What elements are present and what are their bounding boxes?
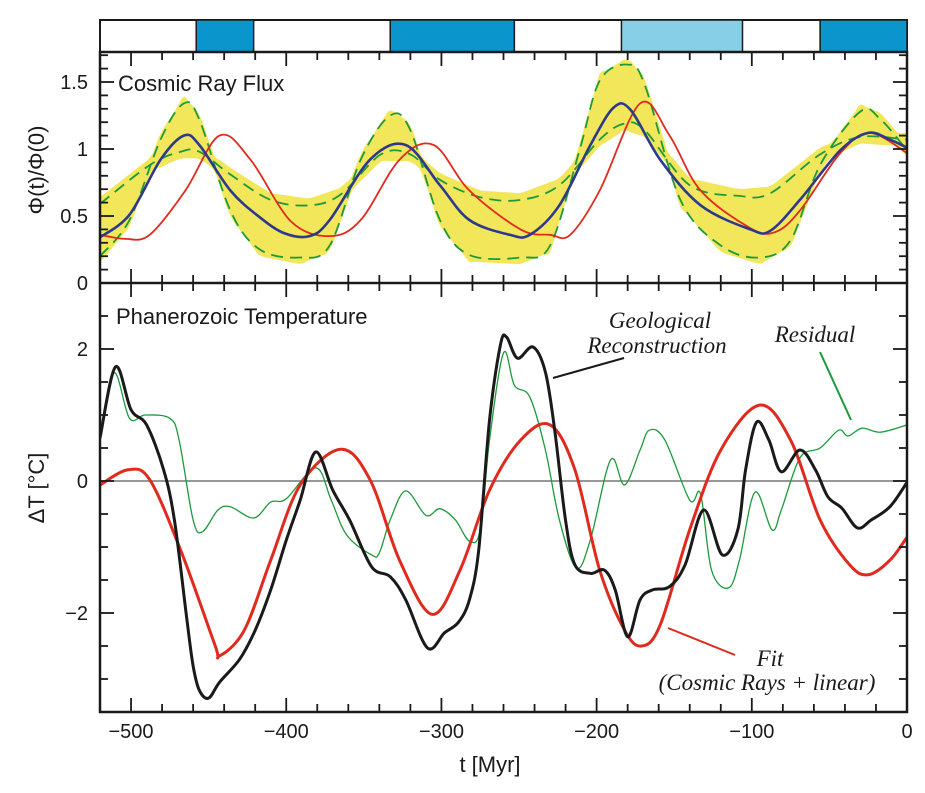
annotation-geological-2: Reconstruction bbox=[586, 333, 726, 358]
annotation-residual-pointer bbox=[819, 351, 852, 421]
y-axis-label-temperature: ΔT [°C] bbox=[24, 453, 49, 524]
y-tick-label-flux: 1.5 bbox=[60, 72, 88, 94]
y-tick-label-temperature: 0 bbox=[77, 471, 88, 493]
uncertainty-band bbox=[100, 59, 907, 265]
annotation-geological-1: Geological bbox=[609, 308, 711, 333]
period-bar bbox=[99, 19, 908, 53]
y-tick-label-flux: 1 bbox=[77, 139, 88, 161]
period-band-0 bbox=[195, 19, 255, 53]
x-tick-label: −300 bbox=[419, 721, 464, 743]
x-tick-label: −200 bbox=[574, 721, 619, 743]
temperature-plot-area bbox=[100, 333, 907, 700]
cosmic-ray-plot-area bbox=[100, 59, 907, 265]
cosmic-ray-title: Cosmic Ray Flux bbox=[118, 71, 284, 96]
x-tick-label: 0 bbox=[901, 721, 912, 743]
x-tick-label: −400 bbox=[264, 721, 309, 743]
residual-line bbox=[100, 350, 907, 589]
x-axis-label: t [Myr] bbox=[459, 752, 520, 777]
annotation-fit-2: (Cosmic Rays + linear) bbox=[659, 670, 876, 695]
annotation-fit-pointer bbox=[667, 627, 736, 656]
plot-frame bbox=[98, 50, 909, 714]
annotation-residual: Residual bbox=[774, 322, 856, 347]
x-tick-label: −100 bbox=[729, 721, 774, 743]
y-axis-label-flux: Φ(t)/Φ(0) bbox=[24, 126, 49, 215]
flux-bound-dashed-line bbox=[100, 121, 907, 207]
fit-line bbox=[100, 403, 907, 660]
temperature-title: Phanerozoic Temperature bbox=[116, 304, 368, 329]
annotation-fit-1: Fit bbox=[756, 646, 784, 671]
temperature-panel bbox=[100, 333, 907, 700]
flux-mean-line bbox=[100, 102, 907, 239]
period-band-2 bbox=[620, 19, 744, 53]
annotation-geological-pointer bbox=[552, 357, 625, 379]
flux-shifted-line bbox=[100, 100, 907, 241]
cosmic-ray-panel bbox=[100, 59, 907, 265]
period-band-1 bbox=[389, 19, 516, 53]
y-tick-label-flux: 0.5 bbox=[60, 206, 88, 228]
y-tick-label-temperature: −2 bbox=[65, 603, 88, 625]
y-tick-label-temperature: 2 bbox=[77, 339, 88, 361]
y-tick-label-flux: 0 bbox=[77, 273, 88, 295]
axes-frame: 0 0.5 1 1.5 −2 0 2 −500 −400 −300 −200 −100 0 bbox=[60, 50, 913, 743]
x-tick-label: −500 bbox=[109, 721, 154, 743]
geological-reconstruction-line bbox=[100, 333, 907, 700]
period-band-3 bbox=[819, 19, 908, 53]
